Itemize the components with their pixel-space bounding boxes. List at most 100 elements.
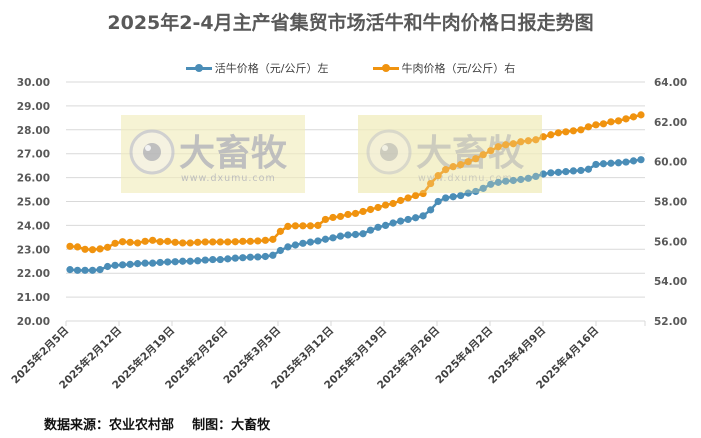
legend-item-live-cattle[interactable]: 活牛价格（元/公斤）左 <box>185 60 329 76</box>
data-point <box>539 170 547 178</box>
data-point <box>284 243 292 251</box>
data-point <box>366 226 375 234</box>
data-point <box>502 177 510 185</box>
data-point <box>509 140 517 148</box>
data-point <box>149 236 157 244</box>
data-point <box>194 238 202 246</box>
data-point <box>276 227 284 235</box>
data-point <box>419 189 427 198</box>
data-point <box>216 238 224 246</box>
data-point <box>412 191 420 200</box>
data-point <box>329 234 337 242</box>
legend-item-beef[interactable]: 牛肉价格（元/公斤）右 <box>372 60 516 76</box>
data-point <box>562 168 570 176</box>
data-point <box>96 245 104 253</box>
data-point <box>246 237 254 245</box>
data-point <box>276 246 284 255</box>
data-point <box>246 253 254 261</box>
data-point <box>472 155 480 163</box>
data-point <box>539 133 547 141</box>
data-point <box>427 206 435 214</box>
data-point <box>532 136 540 144</box>
data-point <box>66 266 74 274</box>
data-point <box>171 258 179 266</box>
data-point <box>209 238 217 246</box>
data-point <box>118 261 127 269</box>
data-point <box>66 242 74 250</box>
data-point <box>381 221 390 229</box>
chart-legend: 活牛价格（元/公斤）左 牛肉价格（元/公斤）右 <box>0 60 701 76</box>
data-point <box>134 260 142 268</box>
data-point <box>231 254 239 262</box>
data-point <box>464 189 472 197</box>
legend-label: 牛肉价格（元/公斤）右 <box>401 62 516 75</box>
y-right-tick-label: 62.00 <box>654 117 687 129</box>
data-point <box>517 138 525 146</box>
data-point <box>336 212 345 221</box>
data-point <box>622 158 630 166</box>
data-point <box>577 126 585 134</box>
data-point <box>396 217 405 225</box>
data-point <box>472 187 480 196</box>
data-point <box>389 199 397 208</box>
y-right-tick-label: 60.00 <box>654 157 687 169</box>
source-note: 数据来源：农业农村部 制图：大畜牧 <box>44 418 271 433</box>
watermark-logo-text: 大畜牧 <box>416 133 525 174</box>
data-point <box>592 121 600 129</box>
watermark-logo-text: 大畜牧 <box>179 133 288 174</box>
chart-title: 2025年2-4月主产省集贸市场活牛和牛肉价格日报走势图 <box>107 12 594 34</box>
data-point <box>141 237 149 245</box>
data-point <box>434 172 442 180</box>
data-point <box>306 238 315 246</box>
x-tick-label: 2025年4月2日 <box>433 324 495 386</box>
data-point <box>554 168 562 176</box>
y-right-tick-label: 58.00 <box>654 197 687 209</box>
data-point <box>419 212 427 220</box>
data-point <box>81 266 89 274</box>
x-tick-label: 2025年3月5日 <box>221 324 283 386</box>
data-point <box>224 255 232 263</box>
x-tick-label: 2025年4月9日 <box>486 324 548 386</box>
data-point <box>381 201 390 209</box>
data-point <box>509 176 517 185</box>
data-point <box>239 254 247 262</box>
data-point <box>554 129 562 137</box>
data-point <box>577 166 585 175</box>
legend-marker-icon <box>372 63 399 72</box>
data-point <box>442 166 450 174</box>
data-point <box>584 123 593 131</box>
data-point <box>164 237 172 245</box>
data-point <box>622 115 630 123</box>
data-point <box>321 235 330 243</box>
data-point <box>494 143 502 151</box>
y-left-tick-label: 23.00 <box>17 244 50 256</box>
data-point <box>517 175 525 184</box>
data-point <box>216 255 224 264</box>
y-left-tick-label: 26.00 <box>17 173 50 185</box>
data-point <box>404 194 412 202</box>
data-point <box>359 207 367 216</box>
y-left-tick-label: 21.00 <box>17 292 50 304</box>
data-point <box>111 261 119 269</box>
data-point <box>231 238 239 246</box>
data-point <box>569 127 577 135</box>
data-point <box>111 239 119 247</box>
data-point <box>194 257 202 265</box>
data-point <box>291 222 299 230</box>
data-point <box>134 239 142 247</box>
data-point <box>366 205 375 214</box>
data-point <box>156 258 164 267</box>
data-point <box>524 137 532 145</box>
y-right-tick-label: 54.00 <box>654 276 687 288</box>
data-point <box>73 266 82 274</box>
data-point <box>396 196 405 205</box>
data-point <box>254 253 262 261</box>
data-point <box>457 191 465 200</box>
data-point <box>269 251 277 259</box>
data-point <box>186 257 194 265</box>
data-point <box>351 209 360 218</box>
data-point <box>592 160 600 169</box>
data-point <box>502 141 510 149</box>
data-point <box>607 118 615 126</box>
